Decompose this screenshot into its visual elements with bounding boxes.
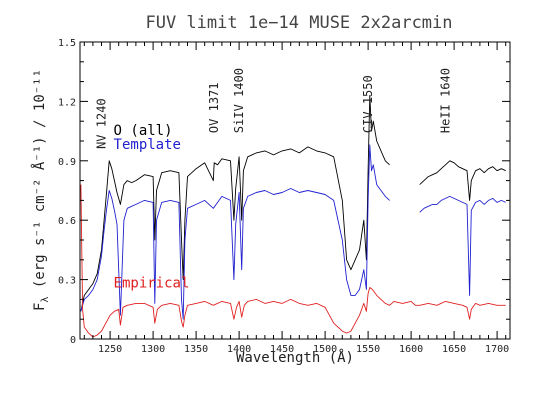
spectral-line-label: NV 1240 (95, 98, 109, 149)
series-line-2 (80, 144, 390, 320)
series-line-3 (419, 195, 506, 296)
spectral-line-label: CIV 1550 (361, 75, 375, 133)
legend-entry: Empirical (114, 276, 190, 292)
legend-entry: Template (114, 137, 181, 153)
plot-frame (79, 41, 511, 340)
legend-entry: O (all) (114, 123, 173, 139)
x-tick-label: 1450 (270, 344, 294, 355)
x-axis-label: Wavelength (Å) (236, 349, 354, 366)
x-tick-label: 1350 (184, 344, 208, 355)
series-line-0 (80, 95, 390, 312)
x-tick-label: 1700 (485, 344, 509, 355)
spectral-line-label: OV 1371 (207, 83, 221, 134)
y-tick-label: 0.9 (58, 157, 76, 168)
x-tick-label: 1500 (313, 344, 337, 355)
spectral-line-label: SiIV 1400 (232, 68, 246, 133)
x-tick-label: 1250 (98, 344, 122, 355)
spectral-line-label: HeII 1640 (439, 68, 453, 133)
x-tick-label: 1400 (227, 344, 251, 355)
series-line-4 (80, 184, 506, 338)
series-line-1 (419, 160, 506, 201)
x-tick-label: 1300 (141, 344, 165, 355)
y-tick-label: 1.5 (58, 38, 76, 49)
y-tick-label: 1.2 (58, 97, 76, 108)
y-tick-label: 0 (70, 335, 76, 346)
x-tick-label: 1650 (442, 344, 466, 355)
y-axis-label: Fλ (erg s⁻¹ cm⁻² Å⁻¹) / 10⁻¹¹ (31, 69, 51, 311)
chart-title: FUV limit 1e−14 MUSE 2x2arcmin (145, 13, 452, 33)
x-tick-label: 1550 (356, 344, 380, 355)
y-tick-label: 0.3 (58, 276, 76, 287)
y-tick-label: 0.6 (58, 216, 76, 227)
x-tick-label: 1600 (399, 344, 423, 355)
plot-area (80, 95, 506, 338)
